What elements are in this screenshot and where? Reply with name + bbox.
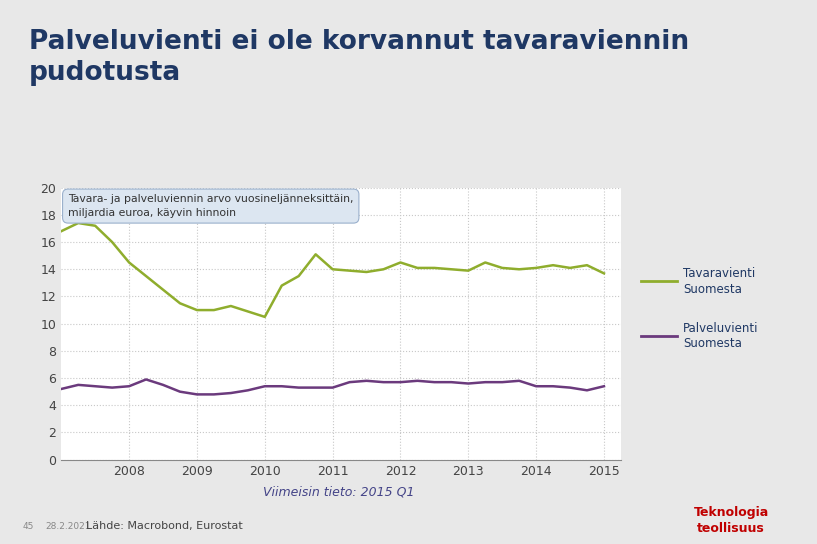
- Text: Tavaravienti
Suomesta: Tavaravienti Suomesta: [683, 267, 755, 295]
- Text: 45: 45: [23, 522, 34, 531]
- Text: Tavara- ja palveluviennin arvo vuosineljänneksittäin,
miljardia euroa, käyvin hi: Tavara- ja palveluviennin arvo vuosinelj…: [68, 195, 354, 218]
- Text: 28.2.2021: 28.2.2021: [45, 522, 91, 531]
- Text: Viimeisin tieto: 2015 Q1: Viimeisin tieto: 2015 Q1: [263, 485, 415, 498]
- Text: Lähde: Macrobond, Eurostat: Lähde: Macrobond, Eurostat: [86, 521, 243, 531]
- Text: Palveluvienti ei ole korvannut tavaraviennin
pudotusta: Palveluvienti ei ole korvannut tavaravie…: [29, 29, 689, 86]
- Text: Teknologia: Teknologia: [694, 506, 769, 519]
- Text: Palveluvienti
Suomesta: Palveluvienti Suomesta: [683, 322, 758, 350]
- Text: teollisuus: teollisuus: [698, 522, 765, 535]
